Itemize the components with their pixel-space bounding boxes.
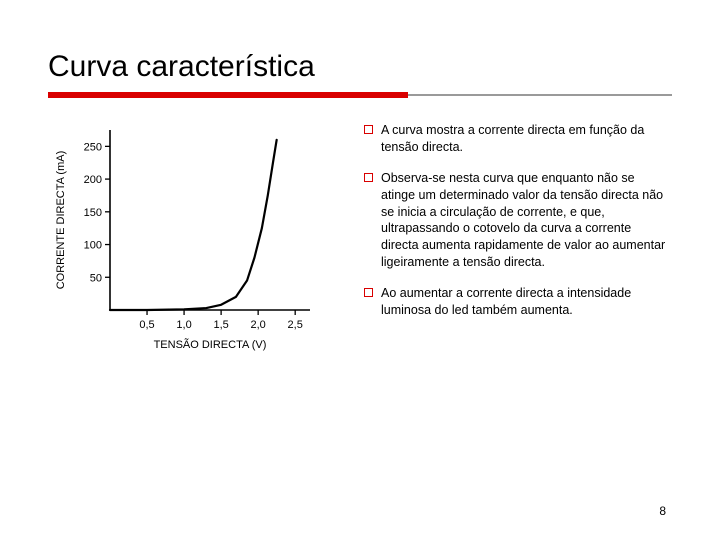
svg-text:1,5: 1,5 bbox=[213, 319, 228, 331]
svg-text:100: 100 bbox=[84, 240, 102, 252]
content-row: 50 100 150 200 250 0,5 1,0 1,5 2,0 2,5 CORRENTE DI… bbox=[48, 122, 672, 367]
bullet-item: A curva mostra a corrente directa em fun… bbox=[364, 122, 672, 156]
page-title: Curva característica bbox=[48, 50, 672, 84]
svg-text:50: 50 bbox=[90, 272, 102, 284]
title-underline bbox=[48, 92, 672, 98]
svg-text:150: 150 bbox=[84, 207, 102, 219]
svg-text:250: 250 bbox=[84, 141, 102, 153]
svg-text:0,5: 0,5 bbox=[139, 319, 154, 331]
page-number: 8 bbox=[659, 504, 666, 518]
bullet-text: A curva mostra a corrente directa em fun… bbox=[381, 122, 672, 156]
text-area: A curva mostra a corrente directa em fun… bbox=[364, 122, 672, 367]
bullet-item: Ao aumentar a corrente directa a intensi… bbox=[364, 285, 672, 319]
svg-text:CORRENTE DIRECTA (mA): CORRENTE DIRECTA (mA) bbox=[55, 151, 67, 290]
bullet-text: Observa-se nesta curva que enquanto não … bbox=[381, 170, 672, 271]
svg-text:2,5: 2,5 bbox=[288, 319, 303, 331]
slide-container: Curva característica 50 100 150 200 250 0,5 1,… bbox=[0, 0, 720, 540]
bullet-marker-icon bbox=[364, 125, 373, 134]
underline-gray bbox=[408, 94, 672, 96]
svg-text:200: 200 bbox=[84, 174, 102, 186]
chart-area: 50 100 150 200 250 0,5 1,0 1,5 2,0 2,5 CORRENTE DI… bbox=[48, 122, 348, 367]
bullet-marker-icon bbox=[364, 288, 373, 297]
bullet-item: Observa-se nesta curva que enquanto não … bbox=[364, 170, 672, 271]
svg-text:1,0: 1,0 bbox=[176, 319, 191, 331]
svg-text:2,0: 2,0 bbox=[250, 319, 265, 331]
svg-text:TENSÃO DIRECTA (V): TENSÃO DIRECTA (V) bbox=[154, 338, 267, 351]
iv-curve-chart: 50 100 150 200 250 0,5 1,0 1,5 2,0 2,5 CORRENTE DI… bbox=[48, 122, 348, 362]
underline-red bbox=[48, 92, 408, 98]
bullet-marker-icon bbox=[364, 173, 373, 182]
bullet-text: Ao aumentar a corrente directa a intensi… bbox=[381, 285, 672, 319]
